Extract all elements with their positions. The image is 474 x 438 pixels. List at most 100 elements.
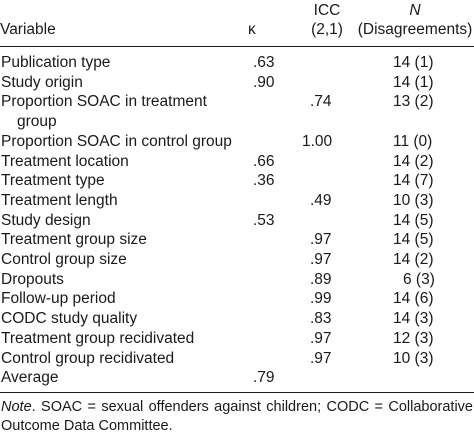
cell-n: 14 (2) xyxy=(393,251,434,269)
note-label: Note xyxy=(1,398,32,415)
variable-label: Study design xyxy=(1,211,91,229)
cell-icc: .74 xyxy=(310,93,332,111)
cell-icc xyxy=(298,47,356,73)
cell-kappa: .36 xyxy=(253,172,275,190)
table-row: Proportion SOAC in treatment group .74 13 (… xyxy=(0,92,474,131)
cell-kappa xyxy=(248,191,298,211)
cell-n: 6 (3) xyxy=(403,270,435,288)
cell-n: 10 (3) xyxy=(393,191,434,209)
cell-icc: .99 xyxy=(310,290,332,308)
cell-variable: Follow-up period xyxy=(0,289,248,309)
header-n-sub: (Disagreements) xyxy=(356,20,474,47)
cell-n: 14 (6) xyxy=(393,290,434,308)
variable-label: Proportion SOAC in treatment xyxy=(1,93,207,111)
cell-n xyxy=(356,368,474,393)
cell-variable: Treatment type xyxy=(0,171,248,191)
cell-variable: Control group recidivated xyxy=(0,349,248,369)
cell-kappa: .53 xyxy=(253,211,275,229)
cell-icc: .97 xyxy=(310,329,332,347)
cell-icc: 1.00 xyxy=(302,132,333,150)
cell-n: 12 (3) xyxy=(393,329,434,347)
cell-n: 14 (5) xyxy=(393,211,434,229)
cell-icc xyxy=(298,171,356,191)
cell-kappa: .63 xyxy=(253,54,275,71)
table-row: Treatment type .36 14 (7) xyxy=(0,171,474,191)
cell-n: 13 (2) xyxy=(393,93,434,111)
variable-label: Control group recidivated xyxy=(1,349,175,367)
cell-icc: .97 xyxy=(310,231,332,249)
cell-icc: .49 xyxy=(310,191,332,209)
table-body: Publication type .63 14 (1) Study origin .90… xyxy=(0,47,474,393)
cell-kappa xyxy=(248,230,298,250)
header-icc: ICC xyxy=(313,2,341,19)
table-row: Treatment location .66 14 (2) xyxy=(0,152,474,172)
cell-icc: .97 xyxy=(310,251,332,269)
cell-kappa xyxy=(248,270,298,290)
cell-kappa xyxy=(248,309,298,329)
note-text: . SOAC = sexual offenders against childr… xyxy=(1,398,473,434)
cell-icc: .83 xyxy=(310,310,332,328)
table-row: Study design .53 14 (5) xyxy=(0,211,474,231)
table-row: Follow-up period .99 14 (6) xyxy=(0,289,474,309)
table-row: Treatment length .49 10 (3) xyxy=(0,191,474,211)
cell-variable: Treatment group recidivated xyxy=(0,329,248,349)
cell-variable: Treatment group size xyxy=(0,230,248,250)
table-row: CODC study quality .83 14 (3) xyxy=(0,309,474,329)
variable-label: Publication type xyxy=(1,54,111,71)
cell-variable: Study origin xyxy=(0,73,248,93)
cell-kappa xyxy=(248,329,298,349)
cell-variable: Proportion SOAC in treatment group xyxy=(0,92,248,131)
cell-n: 14 (2) xyxy=(393,152,434,170)
variable-label: Treatment group size xyxy=(1,231,147,249)
header-kappa: κ xyxy=(248,20,298,47)
cell-kappa xyxy=(248,92,298,131)
cell-icc xyxy=(298,368,356,393)
cell-n: 14 (3) xyxy=(393,310,434,328)
variable-label: Average xyxy=(1,369,59,387)
cell-n: 11 (0) xyxy=(393,132,433,150)
variable-label: Control group size xyxy=(1,251,127,269)
cell-variable: Publication type xyxy=(0,47,248,73)
table-row: Study origin .90 14 (1) xyxy=(0,73,474,93)
table-header: ICC N Variable κ (2,1) (Disagreements) xyxy=(0,0,474,47)
table-row: Dropouts .89 6 (3) xyxy=(0,270,474,290)
cell-icc xyxy=(298,211,356,231)
cell-n: 10 (3) xyxy=(393,349,434,367)
variable-label: Dropouts xyxy=(1,270,64,288)
table-row: Average .79 xyxy=(0,368,474,393)
header-variable: Variable xyxy=(0,20,248,47)
variable-label: Proportion SOAC in control group xyxy=(1,132,232,150)
cell-icc xyxy=(298,152,356,172)
cell-kappa xyxy=(248,250,298,270)
variable-label: CODC study quality xyxy=(1,310,138,328)
cell-kappa: .90 xyxy=(253,73,275,91)
variable-label: Study origin xyxy=(1,73,83,91)
header-n: N xyxy=(409,2,421,19)
table-row: Proportion SOAC in control group 1.00 11 (… xyxy=(0,132,474,152)
cell-icc xyxy=(298,73,356,93)
variable-label: Treatment type xyxy=(1,172,105,190)
table-row: Treatment group size .97 14 (5) xyxy=(0,230,474,250)
cell-variable: Treatment length xyxy=(0,191,248,211)
cell-variable: CODC study quality xyxy=(0,309,248,329)
reliability-table: ICC N Variable κ (2,1) (Disagreements) P… xyxy=(0,0,474,393)
table-row: Control group recidivated .97 10 (3) xyxy=(0,349,474,369)
table-row: Publication type .63 14 (1) xyxy=(0,47,474,73)
cell-kappa xyxy=(248,289,298,309)
variable-label: Treatment length xyxy=(1,191,118,209)
variable-label-continued: group xyxy=(17,113,57,131)
cell-kappa xyxy=(248,132,298,152)
cell-variable: Dropouts xyxy=(0,270,248,290)
variable-label: Follow-up period xyxy=(1,290,116,308)
cell-n: 14 (5) xyxy=(393,231,434,249)
table-row: Control group size .97 14 (2) xyxy=(0,250,474,270)
cell-n: 14 (1) xyxy=(393,73,434,91)
cell-n: 14 (7) xyxy=(393,172,434,190)
cell-kappa: .66 xyxy=(253,152,275,170)
cell-kappa: .79 xyxy=(248,368,298,393)
cell-icc: .89 xyxy=(310,270,332,288)
cell-icc: .97 xyxy=(310,349,332,367)
cell-variable: Average xyxy=(0,368,248,393)
cell-kappa xyxy=(248,349,298,369)
